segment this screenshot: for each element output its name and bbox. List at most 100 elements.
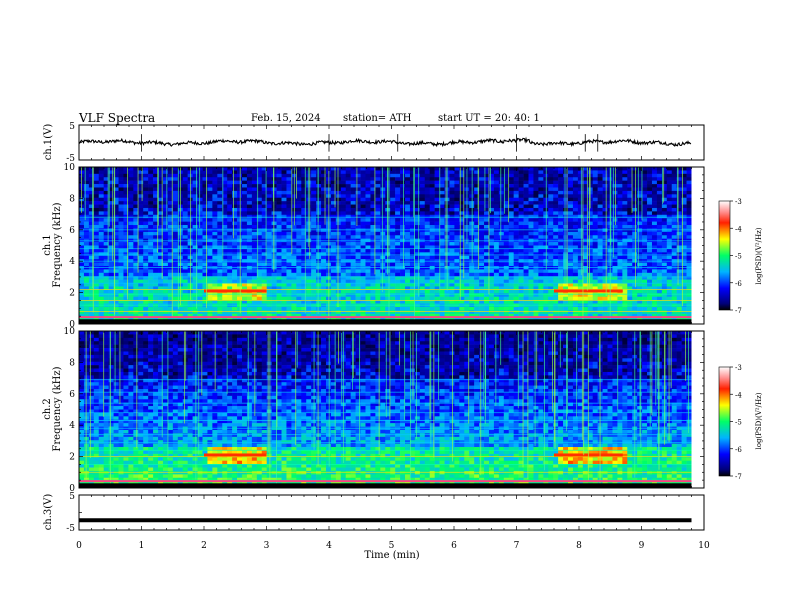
spectrogram-cell	[434, 221, 440, 226]
spectrogram-cell	[390, 207, 396, 212]
spectrogram-cell	[523, 225, 529, 229]
spectrogram-cell	[98, 306, 104, 311]
spectrogram-cell	[276, 255, 282, 260]
spectrogram-cell	[296, 300, 302, 304]
spectrogram-cell	[192, 279, 198, 284]
spectrogram-cell	[202, 272, 208, 277]
spectrogram-cell	[237, 177, 243, 181]
spectrogram-cell	[474, 252, 480, 257]
spectrogram-cell	[355, 283, 361, 287]
spectrogram-cell	[251, 197, 258, 202]
spectrogram-cell	[474, 173, 480, 178]
spectrogram-cell	[582, 248, 589, 253]
spectrogram-cell	[568, 214, 574, 219]
spectrogram-cell	[153, 269, 159, 274]
spectrogram-cell	[167, 228, 174, 233]
spectrogram-cell	[93, 317, 100, 321]
spectrogram-cell	[246, 180, 253, 185]
spectrogram-cell	[395, 225, 401, 229]
spectrogram-cell	[291, 300, 297, 304]
spectrogram-cell	[251, 204, 258, 209]
spectrogram-cell	[543, 296, 549, 301]
spectrogram-cell	[88, 194, 95, 199]
spectrogram-cell	[83, 218, 90, 222]
spectrogram-cell	[182, 279, 188, 284]
spectrogram-cell	[395, 235, 401, 239]
spectrogram-cell	[103, 286, 109, 291]
spectrogram-cell	[162, 180, 169, 185]
spectrogram-cell	[321, 289, 327, 294]
spectrogram-cell	[587, 225, 594, 229]
spectrogram-cell	[503, 310, 510, 315]
spectrogram-cell	[301, 184, 307, 188]
spectrogram-cell	[558, 286, 564, 291]
spectrogram-cell	[266, 293, 272, 297]
spectrogram-cell	[400, 225, 406, 229]
spectrogram-cell	[316, 207, 322, 212]
spectrogram-cell	[558, 231, 564, 236]
spectrogram-cell	[533, 170, 539, 175]
spectrogram-cell	[518, 283, 524, 287]
spectrogram-cell	[251, 252, 258, 257]
spectrogram-cell	[212, 201, 218, 205]
spectrogram-cell	[592, 269, 598, 274]
spectrogram-cell	[498, 204, 505, 209]
spectrogram-cell	[493, 167, 500, 171]
spectrogram-cell	[123, 313, 129, 318]
spectrogram-cell	[143, 310, 149, 315]
spectrogram-cell	[330, 197, 337, 202]
spectrogram-cell	[212, 276, 218, 280]
spectrogram-cell	[370, 272, 376, 277]
spectrogram-cell	[242, 269, 248, 274]
spectrogram-cell	[449, 255, 455, 260]
spectrogram-cell	[543, 279, 549, 284]
spectrogram-cell	[409, 317, 416, 321]
spectrogram-cell	[128, 170, 134, 175]
spectrogram-cell	[261, 313, 267, 318]
spectrogram-cell	[291, 313, 297, 318]
spectrogram-cell	[498, 221, 505, 226]
spectrogram-cell	[409, 204, 416, 209]
spectrogram-cell	[523, 313, 529, 318]
spectrogram-cell	[311, 262, 317, 267]
spectrogram-cell	[414, 211, 421, 216]
spectrogram-cell	[108, 283, 114, 287]
spectrogram-cell	[316, 177, 322, 181]
spectrogram-cell	[98, 180, 104, 185]
spectrogram-cell	[360, 211, 366, 216]
spectrogram-cell	[123, 272, 129, 277]
spectrogram-cell	[103, 252, 109, 257]
spectrogram-cell	[340, 218, 347, 222]
spectrogram-cell	[192, 283, 198, 287]
spectrogram-cell	[296, 235, 302, 239]
spectrogram-cell	[340, 187, 347, 192]
spectrogram-cell	[182, 180, 188, 185]
spectrogram-cell	[227, 187, 233, 192]
spectrogram-cell	[162, 211, 169, 216]
spectrogram-cell	[162, 170, 169, 175]
spectrogram-cell	[493, 221, 500, 226]
spectrogram-cell	[340, 252, 347, 257]
spectrogram-cell	[498, 190, 505, 195]
spectrogram-cell	[301, 235, 307, 239]
spectrogram-cell	[385, 296, 391, 301]
spectrogram-cell	[88, 242, 95, 246]
spectrogram-cell	[330, 255, 337, 260]
spectrogram-cell	[123, 201, 129, 205]
spectrogram-cell	[103, 248, 109, 253]
spectrogram-cell	[330, 201, 337, 205]
spectrogram-cell	[563, 296, 569, 301]
spectrogram-cell	[296, 197, 302, 202]
spectrogram-cell	[242, 262, 248, 267]
spectrogram-cell	[577, 214, 584, 219]
spectrogram-cell	[118, 184, 124, 188]
spectrogram-cell	[148, 310, 154, 315]
spectrogram-cell	[513, 293, 519, 297]
spectrogram-cell	[197, 225, 203, 229]
spectrogram-cell	[162, 187, 169, 192]
spectrogram-cell	[340, 242, 347, 246]
spectrogram-cell	[187, 310, 193, 315]
spectrogram-cell	[172, 306, 179, 311]
spectrogram-cell	[493, 300, 500, 304]
spectrogram-cell	[498, 225, 505, 229]
